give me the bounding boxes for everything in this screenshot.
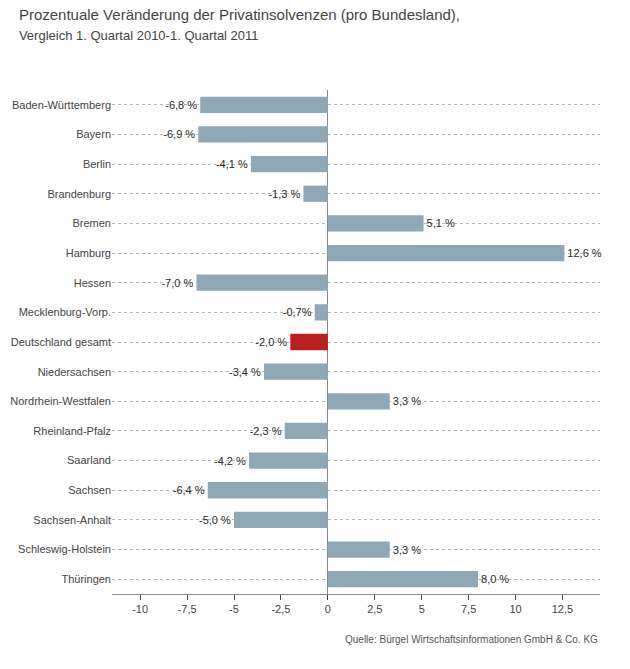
svg-text:-2,0 %: -2,0 %: [255, 336, 287, 348]
svg-text:Sachsen: Sachsen: [68, 484, 111, 496]
svg-text:-10: -10: [132, 603, 148, 615]
svg-text:Berlin: Berlin: [83, 158, 111, 170]
svg-text:Schleswig-Holstein: Schleswig-Holstein: [18, 543, 111, 555]
svg-text:-5,0 %: -5,0 %: [199, 514, 231, 526]
svg-text:-5: -5: [229, 603, 239, 615]
svg-text:2,5: 2,5: [367, 603, 382, 615]
svg-text:Thüringen: Thüringen: [61, 573, 111, 585]
svg-text:-6,8 %: -6,8 %: [165, 99, 197, 111]
svg-text:Nordrhein-Westfalen: Nordrhein-Westfalen: [10, 395, 111, 407]
svg-text:0: 0: [325, 603, 331, 615]
svg-text:Hamburg: Hamburg: [66, 247, 111, 259]
svg-text:5: 5: [419, 603, 425, 615]
svg-text:-0,7%: -0,7%: [283, 306, 312, 318]
svg-text:Rheinland-Pfalz: Rheinland-Pfalz: [33, 425, 111, 437]
svg-text:Niedersachsen: Niedersachsen: [38, 366, 111, 378]
svg-text:Deutschland gesamt: Deutschland gesamt: [11, 336, 111, 348]
svg-text:8,0 %: 8,0 %: [481, 573, 509, 585]
svg-text:3,3 %: 3,3 %: [393, 544, 421, 556]
svg-text:-6,9 %: -6,9 %: [163, 128, 195, 140]
svg-text:12,5: 12,5: [552, 603, 573, 615]
svg-text:Mecklenburg-Vorp.: Mecklenburg-Vorp.: [19, 306, 111, 318]
svg-text:7,5: 7,5: [461, 603, 476, 615]
svg-text:-3,4 %: -3,4 %: [229, 366, 261, 378]
svg-text:Brandenburg: Brandenburg: [47, 188, 111, 200]
svg-text:-7,5: -7,5: [178, 603, 197, 615]
svg-text:-7,0 %: -7,0 %: [161, 277, 193, 289]
svg-text:10: 10: [509, 603, 521, 615]
svg-text:3,3 %: 3,3 %: [393, 395, 421, 407]
svg-text:Saarland: Saarland: [67, 454, 111, 466]
svg-text:Baden-Württemberg: Baden-Württemberg: [12, 99, 111, 111]
svg-text:-2,3 %: -2,3 %: [250, 425, 282, 437]
svg-text:Bayern: Bayern: [76, 128, 111, 140]
svg-text:Prozentuale Veränderung der Pr: Prozentuale Veränderung der Privatinsolv…: [19, 6, 460, 43]
svg-text:-4,2 %: -4,2 %: [214, 455, 246, 467]
svg-text:-4,1 %: -4,1 %: [216, 158, 248, 170]
svg-text:Quelle: Bürgel Wirtschaftsinfo: Quelle: Bürgel Wirtschaftsinformationen …: [345, 634, 598, 645]
svg-text:Hessen: Hessen: [74, 277, 111, 289]
svg-text:12,6 %: 12,6 %: [567, 247, 601, 259]
svg-text:Bremen: Bremen: [72, 217, 111, 229]
svg-text:-6,4 %: -6,4 %: [173, 484, 205, 496]
svg-text:Sachsen-Anhalt: Sachsen-Anhalt: [33, 514, 111, 526]
svg-text:5,1 %: 5,1 %: [427, 217, 455, 229]
svg-text:-2,5: -2,5: [271, 603, 290, 615]
svg-text:-1,3 %: -1,3 %: [268, 188, 300, 200]
